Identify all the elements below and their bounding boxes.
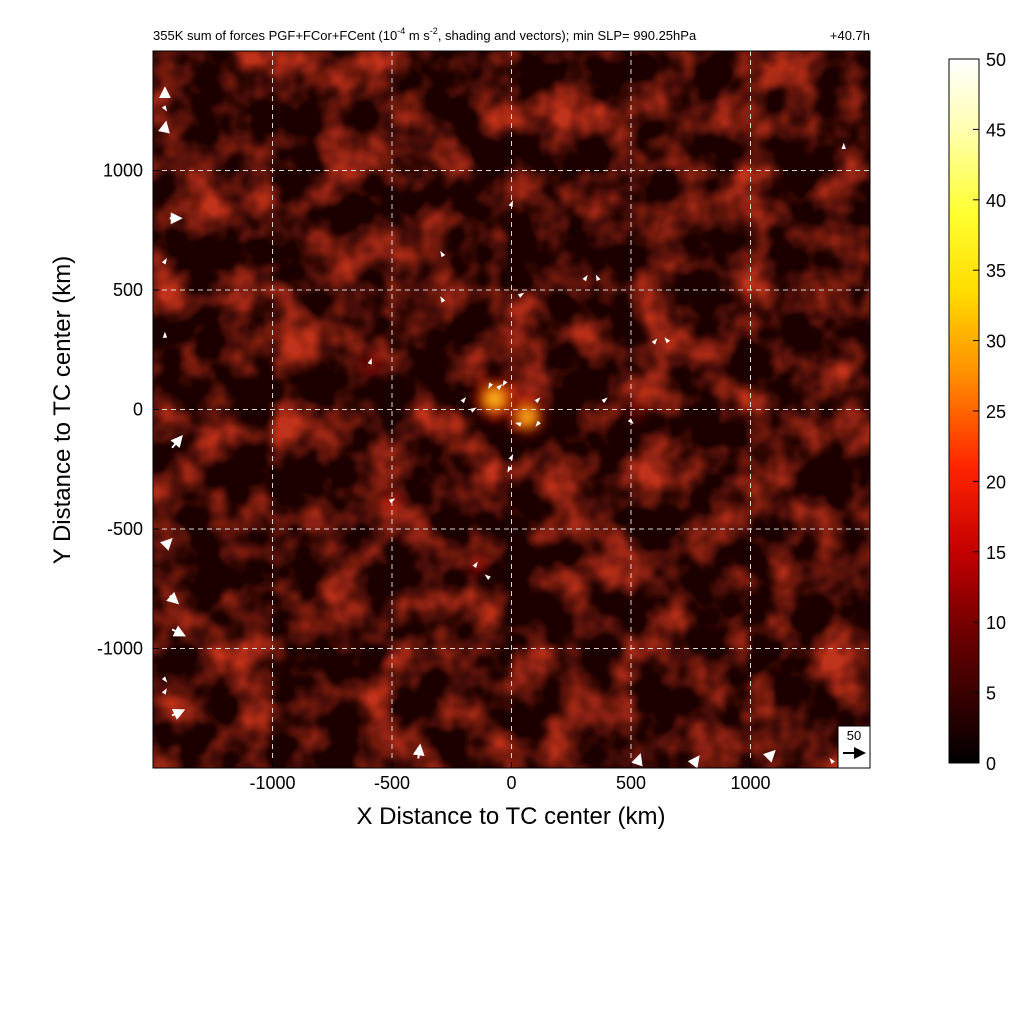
force-vector <box>158 120 170 134</box>
colorbar-tick-label: 0 <box>986 754 996 774</box>
force-vector <box>535 420 541 427</box>
force-vector <box>470 407 477 413</box>
y-axis-ticks: -1000 -500 0 500 1000 <box>97 161 159 659</box>
y-tick-label: -500 <box>107 519 143 539</box>
colorbar-tick-label: 25 <box>986 402 1006 422</box>
colorbar-tick-label: 50 <box>986 50 1006 70</box>
hotspot-3 <box>623 399 648 424</box>
force-vector <box>582 274 588 282</box>
force-vector <box>631 753 643 767</box>
force-vector <box>161 105 168 112</box>
colorbar: 0 5 10 15 20 25 30 35 40 45 50 <box>948 50 1006 774</box>
force-vector <box>687 755 700 768</box>
force-vector <box>595 274 601 282</box>
force-vector <box>508 453 514 461</box>
reference-vector-label: 50 <box>847 728 861 743</box>
hotspot-2 <box>357 352 384 379</box>
force-vector <box>507 466 513 473</box>
hotspot-1 <box>507 396 548 437</box>
reference-vector-key: 50 <box>837 725 871 769</box>
force-vector <box>162 331 168 338</box>
force-vector <box>170 435 183 449</box>
force-vectors <box>158 86 846 768</box>
force-vector <box>159 538 173 551</box>
colorbar-tick-label: 10 <box>986 613 1006 633</box>
y-tick-label: 0 <box>133 400 143 420</box>
force-vector <box>763 749 776 763</box>
x-tick-label: -1000 <box>249 773 295 793</box>
force-vector <box>161 676 168 683</box>
time-label: +40.7h <box>830 28 870 43</box>
force-vector <box>171 708 186 720</box>
heatmap-field <box>153 51 870 768</box>
y-tick-label: 1000 <box>103 161 143 181</box>
force-vector <box>367 358 372 365</box>
colorbar-tick-label: 20 <box>986 472 1006 492</box>
force-vector <box>171 625 187 637</box>
force-vector <box>488 382 493 390</box>
force-vector <box>517 292 525 298</box>
y-tick-label: 500 <box>113 280 143 300</box>
y-tick-label: -1000 <box>97 639 143 659</box>
force-vector <box>829 757 835 765</box>
force-vector <box>440 250 446 258</box>
colorbar-tick-label: 30 <box>986 332 1006 352</box>
force-vector <box>508 200 513 207</box>
colorbar-tick-label: 5 <box>986 684 996 704</box>
force-vector <box>161 688 167 695</box>
force-vector <box>440 296 446 303</box>
x-axis-label: X Distance to TC center (km) <box>357 803 666 830</box>
force-vector <box>502 380 508 387</box>
force-vector <box>484 574 491 580</box>
colorbar-tick-label: 40 <box>986 191 1006 211</box>
force-vector <box>161 258 167 265</box>
colorbar-ticks: 0 5 10 15 20 25 30 35 40 45 50 <box>973 50 1006 774</box>
hotspot-5 <box>467 556 490 579</box>
force-vector <box>515 422 522 427</box>
force-vector <box>627 418 634 425</box>
x-tick-label: 1000 <box>730 773 770 793</box>
colorbar-tick-label: 15 <box>986 543 1006 563</box>
colorbar-tick-label: 35 <box>986 261 1006 281</box>
force-vector <box>412 743 425 759</box>
force-vector <box>534 397 541 404</box>
force-vector <box>651 338 658 345</box>
hotspot-0 <box>471 375 519 423</box>
x-tick-label: -500 <box>374 773 410 793</box>
colorbar-tick-label: 45 <box>986 120 1006 140</box>
force-vector <box>472 561 478 569</box>
force-vector <box>664 337 671 344</box>
force-vector <box>166 591 180 605</box>
force-vector <box>496 384 503 390</box>
y-axis-label: Y Distance to TC center (km) <box>49 256 76 565</box>
x-axis-ticks: -1000 -500 0 500 1000 <box>249 762 771 793</box>
x-tick-label: 0 <box>506 773 516 793</box>
force-vector <box>460 396 467 404</box>
x-tick-label: 500 <box>616 773 646 793</box>
force-vector <box>388 498 396 504</box>
force-vector <box>601 397 608 404</box>
force-vector <box>841 142 846 149</box>
chart-title: 355K sum of forces PGF+FCor+FCent (10-4 … <box>153 26 697 43</box>
grid-lines <box>153 51 870 768</box>
